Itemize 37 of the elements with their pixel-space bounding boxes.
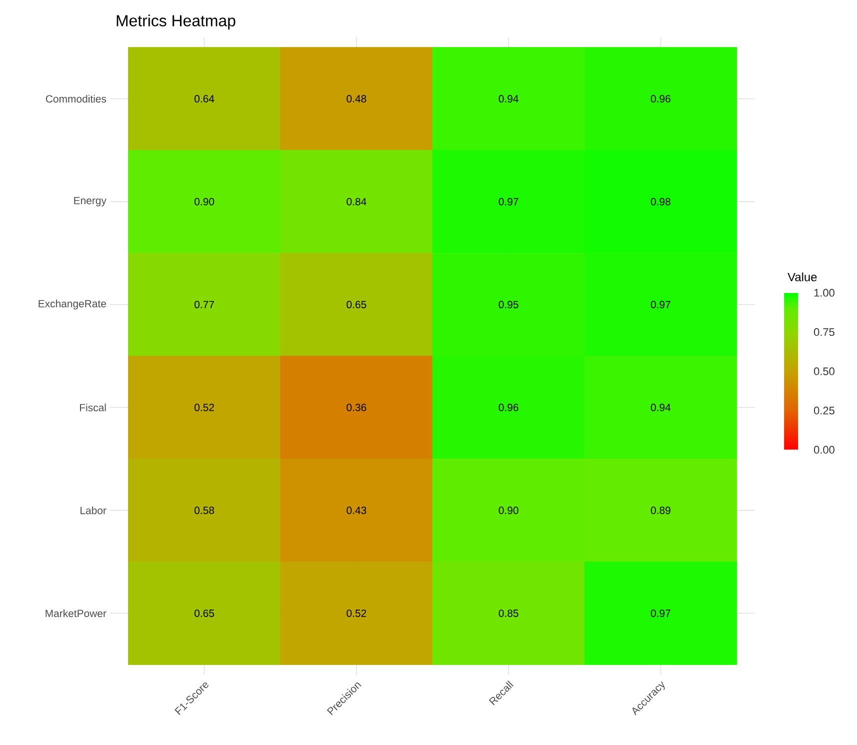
data-label: 0.36 [346, 404, 366, 412]
data-label: 0.65 [346, 300, 366, 308]
data-label: 0.97 [650, 300, 670, 308]
y-tick-label: ExchangeRate [38, 300, 106, 310]
y-tick-label: Energy [74, 196, 106, 206]
data-label: 0.48 [346, 95, 366, 102]
data-label: 0.89 [650, 506, 670, 514]
color-bar-label: 0.75 [814, 328, 834, 336]
color-bar-label: 0.00 [814, 446, 834, 454]
data-label: 0.90 [498, 506, 518, 514]
data-label: 0.85 [498, 610, 518, 617]
data-label: 0.58 [194, 506, 214, 514]
data-label: 0.43 [346, 506, 366, 514]
chart-title: Metrics Heatmap [116, 14, 236, 30]
data-label: 0.64 [194, 95, 214, 102]
data-label: 0.98 [650, 198, 670, 206]
data-label: 0.52 [346, 610, 366, 617]
data-label: 0.84 [346, 198, 366, 206]
y-tick-label: Commodities [46, 94, 106, 103]
data-label: 0.97 [650, 610, 670, 617]
data-label: 0.94 [650, 404, 671, 412]
color-bar-label: 0.50 [814, 367, 834, 376]
y-tick-label: Fiscal [80, 404, 106, 412]
data-label: 0.96 [650, 95, 670, 102]
data-label: 0.77 [194, 300, 214, 308]
color-bar-label: 0.25 [814, 406, 834, 414]
data-label: 0.97 [498, 198, 518, 206]
data-label: 0.96 [498, 404, 518, 412]
data-label: 0.52 [194, 404, 214, 412]
data-label: 0.90 [194, 198, 214, 206]
color-bar-title: Value [788, 272, 817, 282]
data-label: 0.95 [498, 300, 518, 308]
y-tick-label: MarketPower [46, 609, 106, 618]
color-bar-label: 1.00 [814, 288, 834, 297]
data-label: 0.65 [194, 610, 214, 617]
y-tick-label: Labor [80, 506, 106, 514]
data-label: 0.94 [498, 95, 518, 102]
